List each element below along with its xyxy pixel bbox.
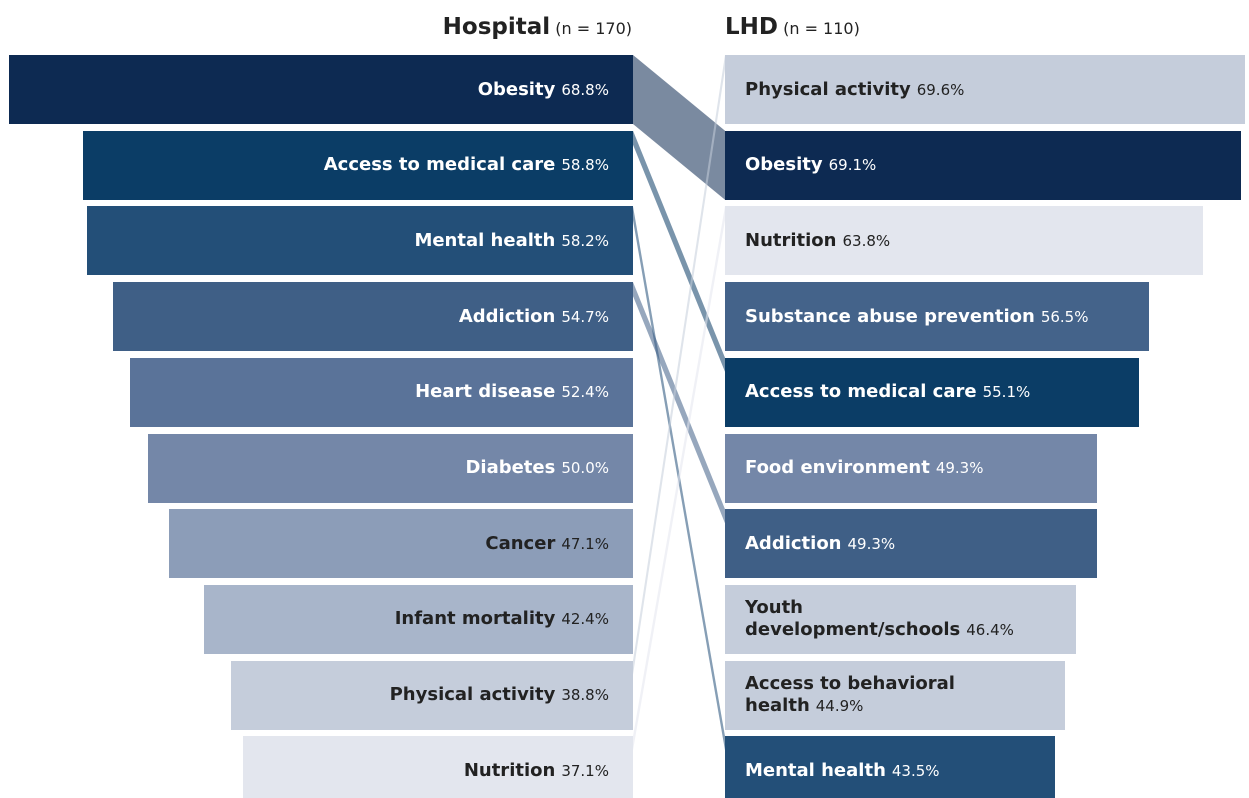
connector [633, 130, 725, 372]
category-label: Infant mortality [394, 608, 556, 630]
category-label: Diabetes [465, 457, 556, 478]
category-label: Youth development/schools [745, 597, 961, 641]
category-label: Food environment [745, 457, 930, 478]
value-label: 46.4% [966, 621, 1014, 640]
bar-label: Nutrition 63.8% [745, 230, 890, 252]
value-label: 52.4% [561, 383, 609, 402]
bar-label: Physical activity 38.8% [390, 684, 609, 706]
value-label: 44.9% [815, 697, 864, 716]
category-label: Obesity [745, 154, 823, 176]
category-label: Obesity [477, 78, 556, 100]
category-label: Heart disease [415, 381, 556, 403]
bar-label: Access to behavioral health 44.9% [745, 673, 1053, 717]
category-label: Access to medical care [745, 381, 977, 403]
connector [633, 55, 725, 675]
bar-label: Substance abuse prevention 56.5% [745, 306, 1088, 328]
bar: Substance abuse prevention 56.5% [725, 282, 1150, 352]
category-label: Access to behavioral health [745, 673, 955, 717]
value-label: 42.4% [561, 610, 609, 629]
category-label: Physical activity [389, 684, 556, 706]
value-label: 38.8% [561, 686, 609, 705]
sample-size: (n = 110) [783, 19, 860, 38]
bar: Infant mortality 42.4% [204, 584, 633, 654]
connector [633, 206, 725, 751]
value-label: 49.3% [847, 534, 896, 553]
value-label: 69.6% [916, 80, 965, 99]
category-label: Physical activity [745, 78, 911, 100]
value-label: 68.8% [561, 80, 609, 99]
bar-label: Addiction 54.7% [459, 306, 609, 328]
sample-size: (n = 170) [555, 19, 632, 38]
value-label: 69.1% [828, 156, 877, 175]
bar-label: Obesity 68.8% [478, 79, 609, 101]
bar-label: Nutrition 37.1% [464, 760, 609, 782]
category-label: Access to medical care [323, 154, 556, 176]
category-label: Mental health [414, 229, 556, 251]
bar-label: Mental health 43.5% [745, 760, 940, 782]
bar: Access to behavioral health 44.9% [725, 660, 1065, 730]
bar-label: Physical activity 69.6% [745, 79, 964, 101]
bar: Physical activity 38.8% [230, 660, 633, 730]
category-label: Addiction [458, 305, 556, 327]
bar-label: Access to medical care 55.1% [745, 381, 1030, 403]
category-label: Nutrition [463, 759, 556, 781]
category-label: Addiction [745, 532, 842, 554]
bar-label: Heart disease 52.4% [415, 381, 609, 403]
value-label: 37.1% [561, 761, 609, 780]
bar: Access to medical care 55.1% [725, 357, 1140, 427]
connector [633, 55, 725, 200]
series-name: LHD [725, 14, 778, 40]
bar: Addiction 49.3% [725, 509, 1097, 579]
bar-label: Mental health 58.2% [414, 230, 609, 252]
value-label: 43.5% [891, 761, 940, 780]
category-label: Mental health [745, 759, 886, 781]
bar-label: Infant mortality 42.4% [395, 608, 609, 630]
bar: Access to medical care 58.8% [82, 130, 633, 200]
bar-label: Addiction 49.3% [745, 533, 895, 555]
value-label: 49.3% [935, 459, 984, 477]
value-label: 58.2% [561, 231, 609, 250]
series-name: Hospital [442, 14, 551, 40]
bar: Youth development/schools 46.4% [725, 584, 1076, 654]
bar: Obesity 69.1% [725, 130, 1242, 200]
bar: Mental health 58.2% [87, 206, 633, 276]
bar-label: Cancer 47.1% [485, 533, 609, 555]
category-label: Substance abuse prevention [745, 305, 1035, 327]
bar: Physical activity 69.6% [725, 55, 1246, 124]
hospital-header: Hospital (n = 170) [443, 14, 632, 40]
bar-label: Food environment 49.3% [745, 457, 983, 479]
value-label: 58.8% [561, 156, 609, 175]
category-label: Nutrition [745, 229, 837, 251]
bar: Heart disease 52.4% [130, 357, 633, 427]
bar: Diabetes 50.0% [148, 433, 633, 503]
connector [633, 282, 725, 524]
bar: Mental health 43.5% [725, 736, 1055, 798]
bar: Cancer 47.1% [169, 509, 633, 579]
bar: Food environment 49.3% [725, 433, 1097, 503]
value-label: 54.7% [561, 307, 609, 326]
value-label: 56.5% [1040, 307, 1089, 326]
category-label: Cancer [485, 532, 556, 554]
value-label: 47.1% [561, 534, 609, 553]
bar: Obesity 68.8% [8, 55, 633, 124]
value-label: 63.8% [842, 231, 891, 250]
bar: Addiction 54.7% [113, 282, 633, 352]
bar-label: Access to medical care 58.8% [324, 154, 609, 176]
lhd-header: LHD (n = 110) [725, 14, 860, 40]
value-label: 55.1% [982, 383, 1031, 402]
bar: Nutrition 37.1% [243, 736, 633, 798]
bar-label: Obesity 69.1% [745, 154, 876, 176]
bar: Nutrition 63.8% [725, 206, 1203, 276]
bar-label: Youth development/schools 46.4% [745, 597, 1064, 641]
value-label: 50.0% [561, 459, 609, 477]
bar-label: Diabetes 50.0% [465, 457, 609, 479]
